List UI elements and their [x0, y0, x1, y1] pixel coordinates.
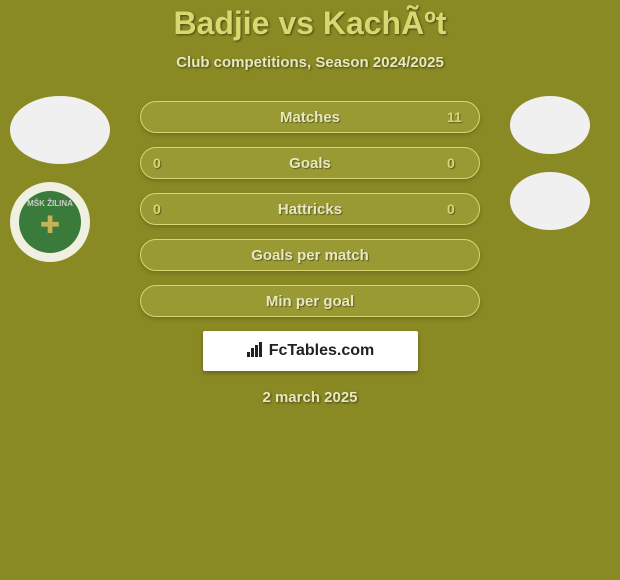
stat-row: Goals per match	[140, 239, 480, 271]
stat-label: Matches	[173, 109, 447, 126]
stat-label: Goals	[173, 155, 447, 172]
main-container: Badjie vs KachÃºt Club competitions, Sea…	[0, 0, 620, 406]
player-left-column: MŠK ŽILINA ✚	[10, 96, 110, 262]
stat-row: 0 Goals 0	[140, 147, 480, 179]
player-left-avatar	[10, 96, 110, 164]
brand-label: FcTables.com	[269, 342, 375, 360]
brand-text: FcTables.com	[246, 340, 375, 363]
team-badge-left: MŠK ŽILINA ✚	[10, 182, 90, 262]
badge-cross-icon: ✚	[40, 211, 60, 240]
date-label: 2 march 2025	[0, 389, 620, 406]
team-badge-right-placeholder	[510, 172, 590, 230]
stats-list: Matches 11 0 Goals 0 0 Hattricks 0 Goals…	[140, 101, 480, 317]
stat-row: 0 Hattricks 0	[140, 193, 480, 225]
stats-area: MŠK ŽILINA ✚ Matches 11 0 Goals 0 0 Ha	[0, 101, 620, 317]
player-right-avatar	[510, 96, 590, 154]
chart-icon	[246, 340, 264, 363]
stat-label: Hattricks	[173, 201, 447, 218]
stat-right-value: 0	[447, 201, 467, 217]
stat-label: Min per goal	[173, 293, 447, 310]
player-right-column	[510, 96, 590, 248]
team-badge-inner: MŠK ŽILINA ✚	[19, 191, 81, 253]
page-title: Badjie vs KachÃºt	[0, 5, 620, 42]
stat-left-value: 0	[153, 201, 173, 217]
badge-text: MŠK ŽILINA	[27, 199, 73, 208]
stat-label: Goals per match	[173, 247, 447, 264]
footer-brand[interactable]: FcTables.com	[203, 331, 418, 371]
stat-row: Matches 11	[140, 101, 480, 133]
stat-right-value: 0	[447, 155, 467, 171]
stat-row: Min per goal	[140, 285, 480, 317]
stat-right-value: 11	[447, 109, 467, 125]
subtitle: Club competitions, Season 2024/2025	[0, 54, 620, 71]
stat-left-value: 0	[153, 155, 173, 171]
